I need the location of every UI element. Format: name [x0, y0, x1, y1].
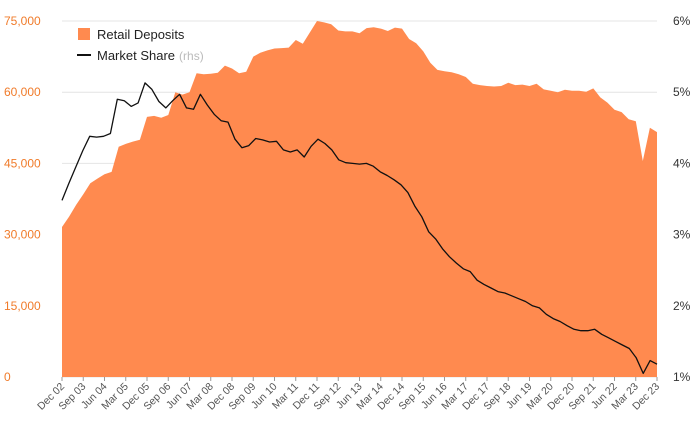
- legend: Retail Deposits Market Share (rhs): [77, 27, 204, 63]
- right-axis-tick-label: 5%: [673, 85, 691, 99]
- legend-share-name: Market Share: [97, 48, 175, 63]
- legend-deposits-label: Retail Deposits: [97, 27, 185, 42]
- left-axis-tick-label: 30,000: [4, 228, 41, 242]
- right-axis-tick-label: 2%: [673, 299, 691, 313]
- legend-share-label: Market Share (rhs): [97, 48, 204, 63]
- retail-deposits-area: [62, 21, 657, 377]
- right-axis-tick-label: 3%: [673, 228, 691, 242]
- deposits-area-layer: [62, 21, 657, 377]
- left-axis-tick-label: 60,000: [4, 85, 41, 99]
- market-share-line-layer: [61, 82, 658, 375]
- left-axis-tick-label: 45,000: [4, 156, 41, 170]
- right-axis-tick-label: 4%: [673, 156, 691, 170]
- left-axis: 0 15,000 30,000 45,000 60,000 75,000: [4, 14, 41, 384]
- right-axis-tick-label: 6%: [673, 14, 691, 28]
- market-share-line: [61, 82, 658, 375]
- left-axis-tick-label: 75,000: [4, 14, 41, 28]
- legend-share-note: (rhs): [179, 49, 204, 63]
- right-axis: 1% 2% 3% 4% 5% 6%: [673, 14, 691, 384]
- right-axis-tick-label: 1%: [673, 370, 691, 384]
- left-axis-tick-label: 0: [4, 370, 11, 384]
- legend-deposits-swatch: [78, 28, 90, 40]
- left-axis-tick-label: 15,000: [4, 299, 41, 313]
